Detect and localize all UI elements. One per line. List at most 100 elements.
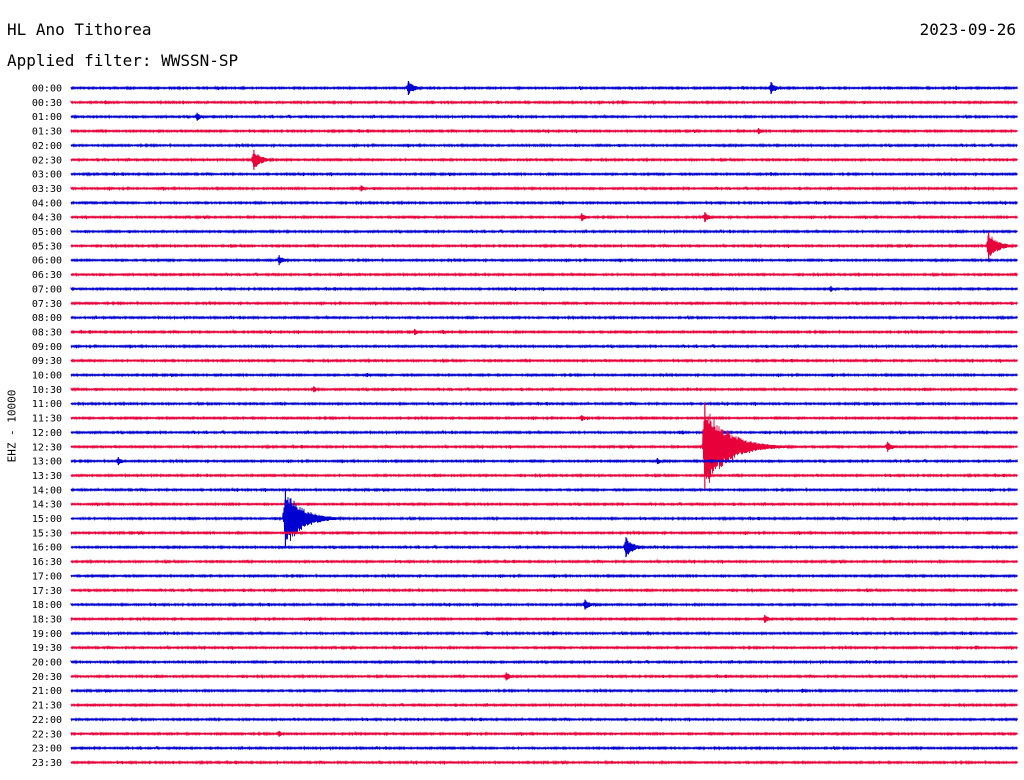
- seismic-trace-28: [70, 486, 1018, 493]
- seismic-trace-25: [70, 408, 1018, 483]
- seismic-trace-18: [70, 343, 1018, 350]
- row-time-label: 02:00: [32, 141, 62, 152]
- seismic-trace-14: [70, 286, 1018, 292]
- seismic-trace-3: [70, 128, 1018, 134]
- seismic-trace-30: [70, 497, 1018, 542]
- row-time-label: 23:00: [32, 744, 62, 755]
- row-time-label: 04:00: [32, 198, 62, 209]
- row-time-label: 05:30: [32, 241, 62, 252]
- seismic-trace-9: [70, 212, 1018, 222]
- row-time-label: 17:30: [32, 586, 62, 597]
- row-time-label: 02:30: [32, 155, 62, 166]
- row-time-label: 00:30: [32, 98, 62, 109]
- seismic-trace-27: [70, 472, 1018, 479]
- seismic-trace-7: [70, 185, 1018, 192]
- seismic-trace-36: [70, 600, 1018, 609]
- row-time-label: 21:00: [32, 686, 62, 697]
- seismic-trace-19: [70, 357, 1018, 364]
- row-time-label: 21:30: [32, 701, 62, 712]
- seismic-trace-32: [70, 537, 1018, 557]
- row-time-label: 14:30: [32, 500, 62, 511]
- seismic-trace-2: [70, 113, 1018, 121]
- seismic-trace-46: [70, 745, 1018, 752]
- seismic-trace-29: [70, 501, 1018, 507]
- row-time-label: 14:00: [32, 485, 62, 496]
- row-time-label: 09:30: [32, 356, 62, 367]
- row-time-label: 15:30: [32, 528, 62, 539]
- row-time-label: 15:00: [32, 514, 62, 525]
- seismic-trace-40: [70, 659, 1018, 665]
- row-time-label: 00:00: [32, 84, 62, 95]
- seismic-trace-10: [70, 228, 1018, 235]
- row-time-label: 20:30: [32, 672, 62, 683]
- seismic-trace-8: [70, 199, 1018, 206]
- seismic-trace-12: [70, 256, 1018, 264]
- row-time-label: 13:00: [32, 457, 62, 468]
- row-time-label: 20:00: [32, 658, 62, 669]
- seismic-trace-17: [70, 329, 1018, 335]
- row-time-label: 06:00: [32, 256, 62, 267]
- row-time-label: 16:00: [32, 543, 62, 554]
- row-time-label: 16:30: [32, 557, 62, 568]
- seismic-trace-11: [70, 235, 1018, 256]
- row-time-label: 10:00: [32, 371, 62, 382]
- seismic-trace-33: [70, 558, 1018, 565]
- row-time-label: 11:00: [32, 399, 62, 410]
- seismic-trace-4: [70, 142, 1018, 149]
- row-time-label: 19:00: [32, 629, 62, 640]
- row-time-label: 18:00: [32, 600, 62, 611]
- row-time-label: 07:30: [32, 299, 62, 310]
- row-time-label: 12:00: [32, 428, 62, 439]
- seismic-trace-21: [70, 386, 1018, 393]
- row-time-label: 05:00: [32, 227, 62, 238]
- row-time-label: 11:30: [32, 414, 62, 425]
- row-time-label: 17:00: [32, 571, 62, 582]
- seismic-trace-35: [70, 587, 1018, 594]
- seismic-trace-13: [70, 271, 1018, 278]
- seismic-trace-26: [70, 458, 1018, 465]
- seismic-trace-0: [70, 82, 1018, 94]
- filter-label: Applied filter: WWSSN-SP: [7, 51, 239, 70]
- row-time-label: 23:30: [32, 758, 62, 769]
- row-time-label: 08:30: [32, 327, 62, 338]
- row-time-label: 18:30: [32, 614, 62, 625]
- seismic-trace-31: [70, 529, 1018, 536]
- row-time-label: 09:00: [32, 342, 62, 353]
- seismic-trace-37: [70, 615, 1018, 623]
- row-time-label: 03:30: [32, 184, 62, 195]
- seismic-trace-41: [70, 673, 1018, 680]
- row-time-label: 13:30: [32, 471, 62, 482]
- seismic-trace-44: [70, 716, 1018, 723]
- row-time-label: 12:30: [32, 442, 62, 453]
- row-time-label: 08:00: [32, 313, 62, 324]
- date-label: 2023-09-26: [919, 20, 1016, 39]
- seismic-trace-15: [70, 300, 1018, 307]
- row-time-label: 07:00: [32, 284, 62, 295]
- row-time-label: 19:30: [32, 643, 62, 654]
- seismic-trace-20: [70, 372, 1018, 378]
- seismic-trace-47: [70, 759, 1018, 766]
- seismic-trace-45: [70, 730, 1018, 737]
- seismic-trace-24: [70, 429, 1018, 436]
- row-time-label: 10:30: [32, 385, 62, 396]
- station-title: HL Ano Tithorea: [7, 20, 152, 39]
- seismic-trace-34: [70, 573, 1018, 579]
- seismic-trace-23: [70, 415, 1018, 421]
- row-time-label: 22:00: [32, 715, 62, 726]
- row-time-label: 01:30: [32, 127, 62, 138]
- seismic-trace-42: [70, 687, 1018, 694]
- seismic-trace-22: [70, 400, 1018, 407]
- seismic-trace-6: [70, 171, 1018, 177]
- row-time-label: 06:30: [32, 270, 62, 281]
- row-time-label: 22:30: [32, 729, 62, 740]
- seismic-trace-16: [70, 314, 1018, 321]
- row-time-label: 04:30: [32, 213, 62, 224]
- seismic-trace-43: [70, 702, 1018, 708]
- seismic-trace-38: [70, 630, 1018, 637]
- row-time-label: 01:00: [32, 112, 62, 123]
- row-time-label: 03:00: [32, 170, 62, 181]
- seismic-trace-5: [70, 152, 1018, 168]
- seismic-trace-39: [70, 644, 1018, 651]
- seismic-trace-1: [70, 99, 1018, 106]
